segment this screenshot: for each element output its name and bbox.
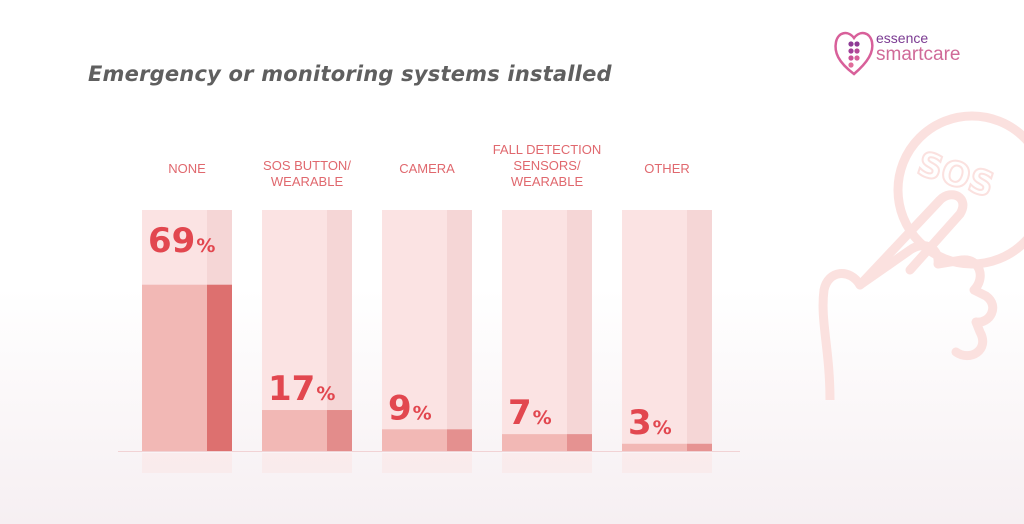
bar-accent: [327, 410, 352, 451]
bar-group: 69% NONE: [142, 161, 232, 473]
bar-value-label: 17%: [268, 369, 335, 409]
bar-group: 3% OTHER: [622, 161, 712, 473]
bar-reflection: [502, 453, 592, 473]
category-label: CAMERA: [399, 161, 455, 176]
bar-value-label: 9%: [388, 388, 432, 428]
bar: [142, 284, 207, 451]
bar-background-strip: [567, 210, 592, 451]
bar-reflection: [622, 453, 712, 473]
bar-background: [382, 210, 447, 451]
logo-text-smartcare: smartcare: [876, 44, 961, 65]
bar-value-label: 3%: [628, 403, 672, 443]
bar-accent: [567, 434, 592, 451]
bar-value-label: 69%: [148, 221, 215, 261]
category-label: FALL DETECTION: [493, 142, 602, 157]
category-label: SENSORS/: [513, 158, 581, 173]
bar: [382, 429, 447, 451]
bar-accent: [687, 443, 712, 451]
bar-group: 17% SOS BUTTON/WEARABLE: [262, 158, 352, 473]
brand-logo: essence smartcare: [832, 24, 972, 80]
category-label: OTHER: [644, 161, 690, 176]
heart-logo-icon: [834, 31, 874, 76]
bar-value-label: 7%: [508, 393, 552, 433]
bar-reflection: [142, 453, 232, 473]
category-label: WEARABLE: [511, 174, 584, 189]
bar-reflection: [382, 453, 472, 473]
bar-group: 9% CAMERA: [382, 161, 472, 473]
bar-reflection: [262, 453, 352, 473]
sos-hand-decoration-icon: SOS: [818, 111, 1024, 400]
bar-background: [502, 210, 567, 451]
bar-background-strip: [447, 210, 472, 451]
chart-title: Emergency or monitoring systems installe…: [88, 62, 612, 86]
bar: [502, 434, 567, 451]
bar-accent: [207, 284, 232, 451]
bar: [622, 443, 687, 451]
logo-text-essence: essence: [876, 30, 929, 46]
category-label: NONE: [168, 161, 206, 176]
bar-background-strip: [687, 210, 712, 451]
bar: [262, 410, 327, 451]
bar-background: [622, 210, 687, 451]
category-label: SOS BUTTON/: [263, 158, 351, 173]
category-label: WEARABLE: [271, 174, 344, 189]
bar-accent: [447, 429, 472, 451]
